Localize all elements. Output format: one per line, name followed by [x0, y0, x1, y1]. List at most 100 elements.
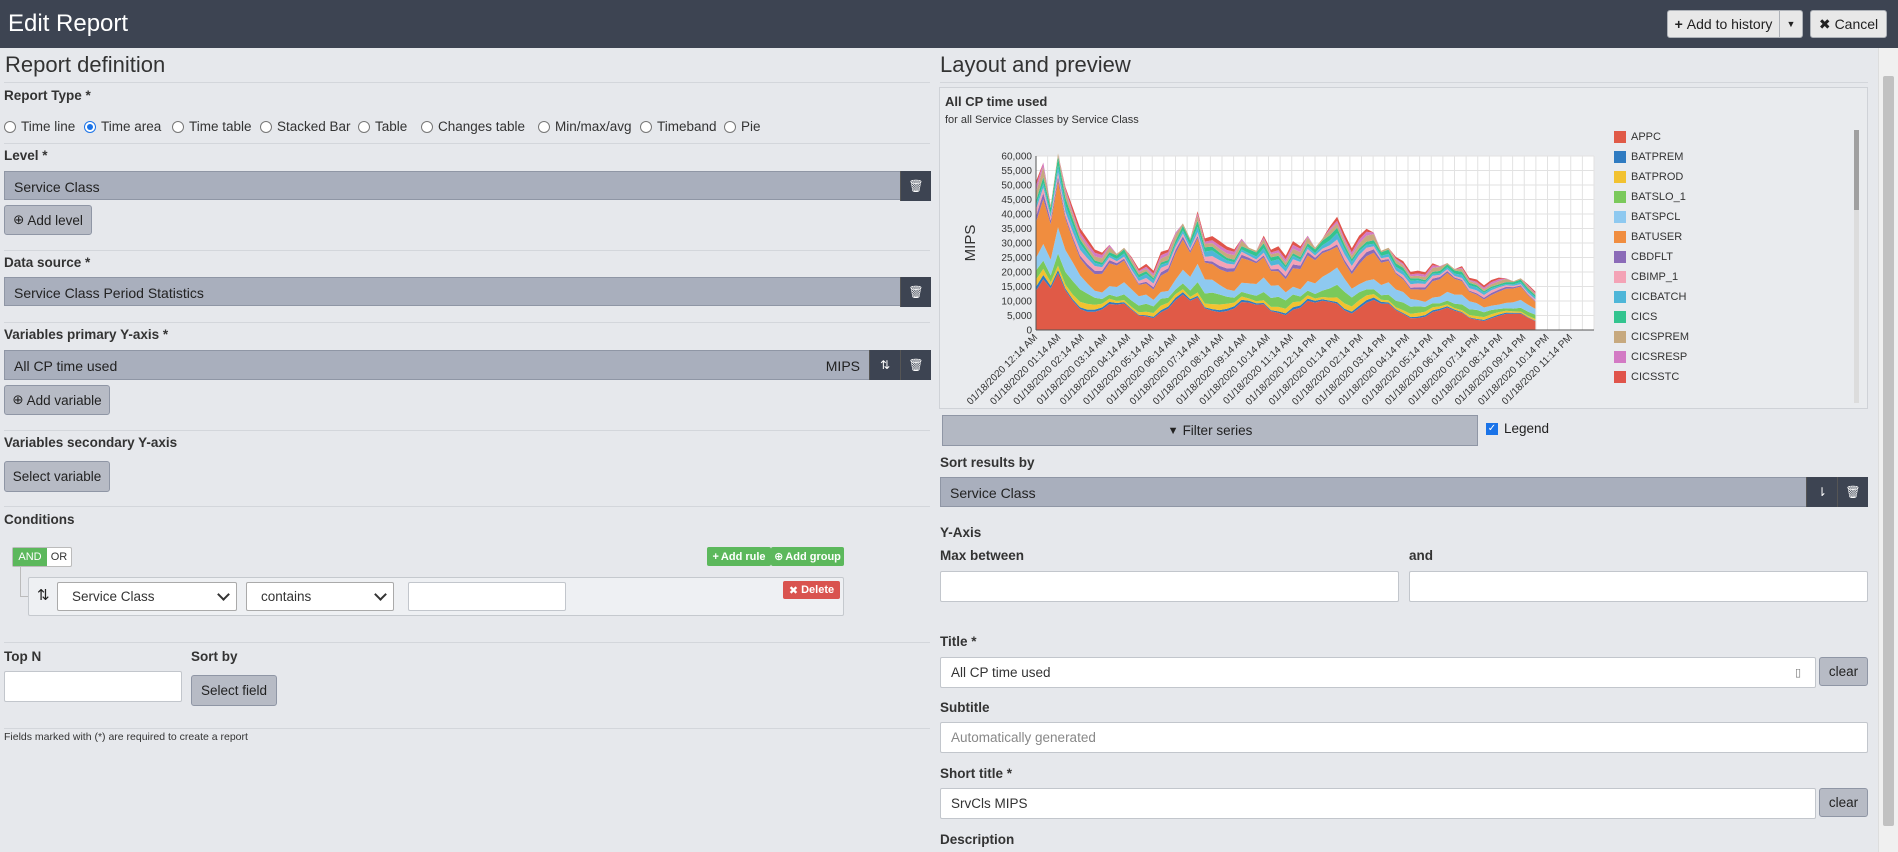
axis-switch-button[interactable]: ⇅ [869, 350, 900, 380]
legend-item[interactable]: BATSLO_1 [1614, 191, 1686, 203]
clear-title-button[interactable]: clear [1819, 657, 1868, 686]
radio-circle[interactable] [640, 120, 652, 133]
add-to-history-button[interactable]: + Add to history [1667, 10, 1780, 38]
select-variable-label: Select variable [12, 469, 102, 484]
secondary-y-axis-label: Variables secondary Y-axis [4, 435, 178, 450]
legend-scrollbar[interactable] [1854, 130, 1859, 403]
and-or-toggle: AND OR [12, 547, 72, 567]
area-chart: 0 5,000 10,000 15,000 20,000 25,000 30,000 35,0… [962, 152, 1595, 408]
report-type-radio-changes-table[interactable]: Changes table [421, 119, 525, 134]
add-to-history-dropdown[interactable]: ▼ [1779, 10, 1803, 38]
report-type-radio-time-table[interactable]: Time table [172, 119, 252, 134]
legend-swatch [1614, 231, 1626, 243]
radio-circle[interactable] [724, 120, 736, 133]
legend-label: CICSRESP [1631, 351, 1688, 363]
and-button[interactable]: AND [13, 548, 47, 566]
and-label: and [1409, 548, 1434, 563]
sort-results-label: Sort results by [940, 455, 1035, 470]
report-type-radio-stacked-bar[interactable]: Stacked Bar [260, 119, 351, 134]
legend-swatch [1614, 131, 1626, 143]
radio-circle[interactable] [538, 120, 550, 133]
max-and-input[interactable] [1409, 571, 1868, 602]
filter-series-button[interactable]: ▼ Filter series [942, 415, 1478, 446]
legend-label: CICBATCH [1631, 291, 1687, 303]
report-type-radio-min-max-avg[interactable]: Min/max/avg [538, 119, 632, 134]
select-field-button[interactable]: Select field [191, 675, 277, 706]
report-type-radio-table[interactable]: Table [358, 119, 407, 134]
report-type-radio-timeband[interactable]: Timeband [640, 119, 717, 134]
report-definition-heading: Report definition [5, 52, 166, 77]
sort-order-button[interactable]: ⇂ [1806, 477, 1837, 507]
legend-item[interactable]: CBDFLT [1614, 251, 1673, 263]
title-input[interactable]: All CP time used ▯ [940, 657, 1816, 688]
radio-circle[interactable] [84, 120, 96, 133]
radio-circle[interactable] [421, 120, 433, 133]
add-group-button[interactable]: ⊕ Add group [771, 547, 844, 566]
select-field-label: Select field [200, 683, 268, 698]
plus-icon: + [712, 550, 719, 563]
legend-item[interactable]: BATSPCL [1614, 211, 1680, 223]
legend-item[interactable]: CICSSTC [1614, 371, 1679, 383]
legend-item[interactable]: APPC [1614, 131, 1661, 143]
select-variable-button[interactable]: Select variable [4, 461, 110, 492]
trash-icon: 🗑 [908, 285, 924, 299]
legend-item[interactable]: BATUSER [1614, 231, 1682, 243]
delete-variable-button[interactable]: 🗑 [900, 350, 931, 380]
y-tick-label: 40,000 [1001, 210, 1032, 221]
area-series-batspcl [1036, 227, 1536, 315]
legend-item[interactable]: CBIMP_1 [1614, 271, 1678, 283]
radio-label: Time line [21, 119, 76, 134]
legend-item[interactable]: CICSRESP [1614, 351, 1687, 363]
add-variable-button[interactable]: ⊕ Add variable [4, 385, 110, 415]
radio-circle[interactable] [4, 120, 16, 133]
clear-short-title-button[interactable]: clear [1819, 788, 1868, 817]
cancel-button[interactable]: ✖ Cancel [1810, 10, 1887, 38]
legend-label: CICS [1631, 311, 1658, 323]
delete-rule-button[interactable]: ✖ Delete [783, 581, 840, 599]
top-n-input[interactable] [4, 671, 182, 702]
divider [4, 82, 930, 83]
add-rule-button[interactable]: + Add rule [707, 547, 771, 566]
divider [4, 322, 930, 323]
page-scrollbar[interactable] [1878, 48, 1898, 852]
page-scrollbar-thumb[interactable] [1883, 76, 1894, 826]
add-level-button[interactable]: ⊕ Add level [4, 205, 92, 235]
y-axis-label: Y-Axis [940, 525, 982, 540]
radio-circle[interactable] [260, 120, 272, 133]
short-title-input[interactable]: SrvCls MIPS [940, 788, 1816, 819]
condition-field-select[interactable]: Service Class [57, 582, 237, 611]
radio-label: Pie [741, 119, 761, 134]
subtitle-input[interactable]: Automatically generated [940, 722, 1868, 753]
condition-value-input[interactable] [408, 582, 566, 611]
delete-data-source-button[interactable]: 🗑 [900, 277, 931, 307]
radio-label: Changes table [438, 119, 526, 134]
delete-level-button[interactable]: 🗑 [900, 171, 931, 201]
primary-variable-unit: MIPS [825, 358, 860, 374]
legend-checkbox[interactable]: ✓ [1486, 423, 1498, 435]
drag-handle-icon[interactable]: ⇅ [37, 587, 50, 604]
plus-circle-icon: ⊕ [774, 551, 784, 563]
legend-swatch [1614, 211, 1626, 223]
radio-circle[interactable] [358, 120, 370, 133]
clipboard-icon[interactable]: ▯ [1794, 667, 1801, 679]
report-type-radio-pie[interactable]: Pie [724, 119, 761, 134]
report-type-radio-time-line[interactable]: Time line [4, 119, 75, 134]
delete-sort-button[interactable]: 🗑 [1837, 477, 1868, 507]
primary-variable-value: All CP time used [14, 358, 118, 374]
legend-item[interactable]: CICS [1614, 311, 1657, 323]
y-tick-label: 15,000 [1001, 282, 1032, 293]
level-item: Service Class 🗑 [4, 171, 931, 201]
or-button[interactable]: OR [50, 551, 68, 563]
legend-item[interactable]: BATPREM [1614, 151, 1683, 163]
add-rule-label: Add rule [720, 550, 766, 563]
condition-operator-select[interactable]: contains [246, 582, 394, 611]
radio-circle[interactable] [172, 120, 184, 133]
legend-item[interactable]: CICSPREM [1614, 331, 1689, 343]
chevron-down-icon [374, 588, 387, 601]
legend-item[interactable]: BATPROD [1614, 171, 1683, 183]
legend-item[interactable]: CICBATCH [1614, 291, 1686, 303]
report-type-radio-time-area[interactable]: Time area [84, 119, 161, 134]
page-title: Edit Report [8, 10, 129, 37]
divider [4, 506, 930, 507]
max-between-input[interactable] [940, 571, 1399, 602]
